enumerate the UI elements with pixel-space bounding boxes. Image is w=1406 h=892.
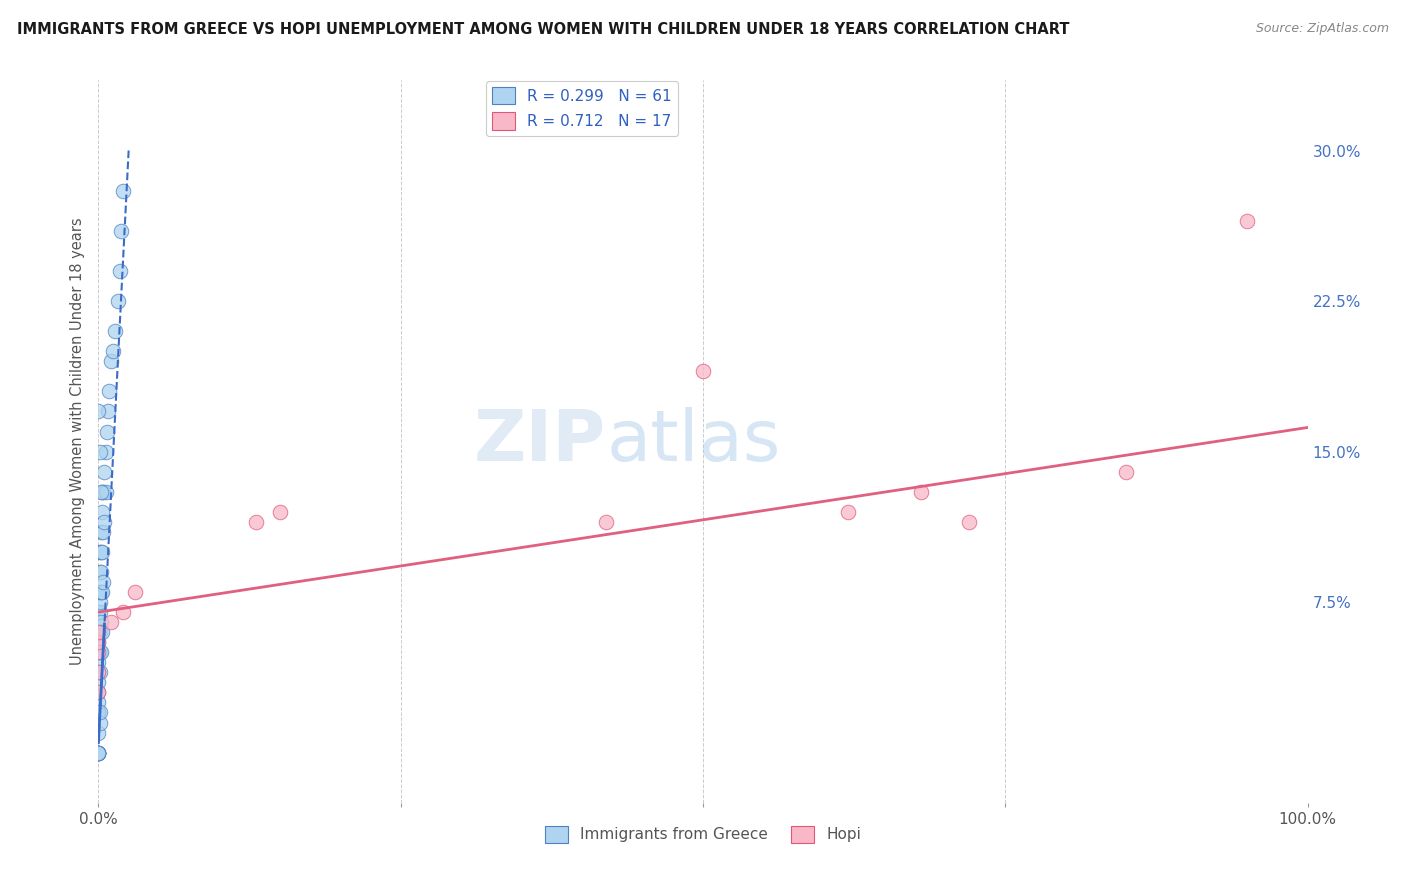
Point (107, 294, 129, 309)
Point (90, 484, 112, 499)
Point (124, 585, 146, 599)
Point (89, 665, 111, 680)
Point (692, 364, 714, 378)
Point (837, 505, 859, 519)
Point (89, 605, 111, 619)
Point (87, 665, 110, 680)
Point (89, 545, 111, 559)
Point (91, 484, 114, 499)
Y-axis label: Unemployment Among Women with Children Under 18 years: Unemployment Among Women with Children U… (69, 218, 84, 665)
Point (100, 615, 122, 630)
Point (90, 545, 112, 559)
Text: atlas: atlas (606, 407, 780, 476)
Point (91, 484, 114, 499)
Point (90, 524, 112, 539)
Point (111, 184, 134, 198)
Point (98, 384, 121, 399)
Point (97, 404, 120, 418)
Point (91, 545, 114, 559)
Point (87, 746, 110, 760)
Point (595, 515, 617, 529)
Point (89, 625, 111, 640)
Point (87, 635, 110, 649)
Point (87, 746, 110, 760)
Point (87, 746, 110, 760)
Point (87, 685, 110, 699)
Point (87, 746, 110, 760)
Point (91, 575, 114, 590)
Point (91, 585, 114, 599)
Point (87, 615, 110, 630)
Point (87, 655, 110, 669)
Point (93, 515, 115, 529)
Text: Source: ZipAtlas.com: Source: ZipAtlas.com (1256, 22, 1389, 36)
Point (111, 605, 134, 619)
Point (89, 595, 111, 609)
Point (1115, 465, 1137, 479)
Point (87, 706, 110, 720)
Point (87, 645, 110, 659)
Point (90, 615, 112, 630)
Point (87, 746, 110, 760)
Point (87, 625, 110, 640)
Point (87, 706, 110, 720)
Point (87, 685, 110, 699)
Point (90, 645, 112, 659)
Point (1236, 213, 1258, 227)
Point (89, 706, 111, 720)
Text: ZIP: ZIP (474, 407, 606, 476)
Point (87, 605, 110, 619)
Legend: Immigrants from Greece, Hopi: Immigrants from Greece, Hopi (538, 820, 868, 849)
Point (104, 324, 127, 338)
Point (87, 625, 110, 640)
Text: IMMIGRANTS FROM GREECE VS HOPI UNEMPLOYMENT AMONG WOMEN WITH CHILDREN UNDER 18 Y: IMMIGRANTS FROM GREECE VS HOPI UNEMPLOYM… (17, 22, 1070, 37)
Point (245, 515, 267, 529)
Point (87, 696, 110, 710)
Point (89, 715, 111, 730)
Point (100, 354, 122, 368)
Point (110, 224, 132, 238)
Point (91, 625, 114, 640)
Point (93, 465, 115, 479)
Point (87, 635, 110, 649)
Point (957, 515, 980, 529)
Point (108, 264, 131, 278)
Point (90, 565, 112, 579)
Point (89, 645, 111, 659)
Point (87, 746, 110, 760)
Point (94, 484, 117, 499)
Point (94, 444, 117, 458)
Point (87, 725, 110, 739)
Point (96, 425, 118, 439)
Point (89, 444, 111, 458)
Point (87, 675, 110, 690)
Point (91, 524, 114, 539)
Point (89, 565, 111, 579)
Point (89, 585, 111, 599)
Point (91, 505, 114, 519)
Point (101, 344, 124, 359)
Point (87, 665, 110, 680)
Point (269, 505, 291, 519)
Point (87, 645, 110, 659)
Point (910, 484, 932, 499)
Point (87, 746, 110, 760)
Point (87, 404, 110, 418)
Point (90, 585, 112, 599)
